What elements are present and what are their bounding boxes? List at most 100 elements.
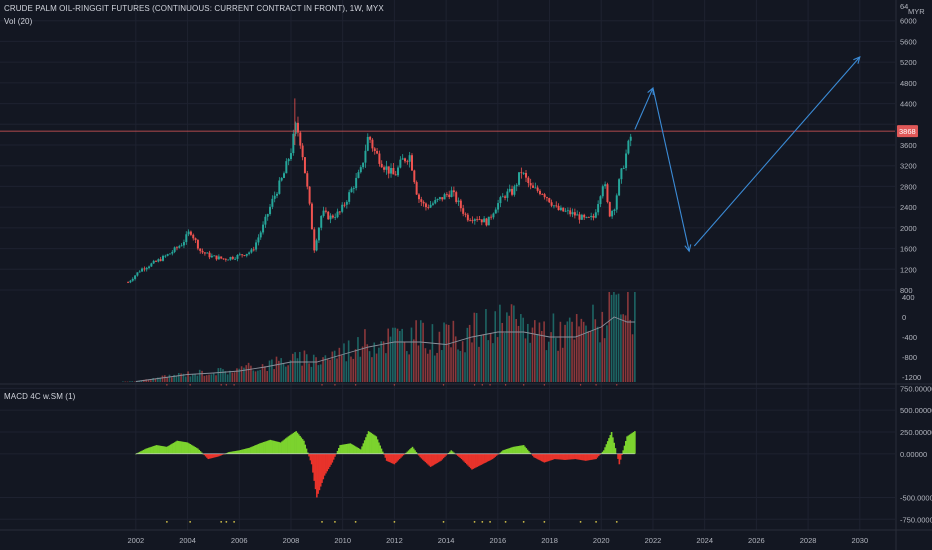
macd-bar <box>535 453 538 459</box>
macd-bar <box>475 453 477 468</box>
macd-bar <box>294 432 296 454</box>
candle-body <box>462 208 465 214</box>
candle-body <box>159 259 162 261</box>
price-candles[interactable] <box>127 98 632 284</box>
macd-bar <box>365 437 367 454</box>
macd-axis[interactable]: 750.00000 500.00000 250.00000 0.00000 -500.0… <box>900 384 932 524</box>
macd-bar <box>179 441 181 454</box>
macd-bar <box>565 453 568 460</box>
candle-body <box>168 253 171 255</box>
forecast-arrow-line[interactable] <box>634 87 654 130</box>
volume-bar <box>252 370 255 382</box>
macd-bar <box>605 444 608 454</box>
macd-bar <box>270 440 273 454</box>
macd-bar <box>367 431 370 454</box>
volume-bar <box>236 368 238 382</box>
candle-body <box>478 219 481 221</box>
macd-bar <box>415 452 418 454</box>
macd-bar <box>316 453 318 498</box>
macd-bar <box>584 453 587 461</box>
candle-body <box>380 163 383 168</box>
macd-bar <box>592 453 595 460</box>
candle-body <box>483 218 486 223</box>
forecast-arrow-line[interactable] <box>652 87 690 252</box>
volume-bar <box>447 324 450 382</box>
volume-bar <box>617 293 620 382</box>
macd-bar <box>597 453 600 457</box>
macd-signal-dot <box>442 520 445 523</box>
macd-bar <box>561 453 564 460</box>
macd-bar <box>210 453 212 459</box>
volume-bar <box>399 330 401 382</box>
candle-body <box>476 219 479 221</box>
volume-bar <box>203 375 206 382</box>
macd-bar <box>433 453 436 465</box>
macd-bar <box>562 453 565 460</box>
macd-bar <box>204 453 207 457</box>
candle-body <box>194 238 197 241</box>
candle-body <box>611 210 614 217</box>
volume-bar <box>585 325 587 382</box>
macd-bar <box>411 446 414 454</box>
macd-bar <box>467 453 469 466</box>
macd-bar <box>525 448 528 454</box>
candle-body <box>578 214 581 220</box>
forecast-arrow-line[interactable] <box>693 56 861 247</box>
macd-bar <box>543 453 546 463</box>
macd-bar <box>398 453 401 460</box>
macd-bar <box>618 453 621 465</box>
macd-bar <box>610 432 613 454</box>
macd-bar <box>478 453 481 466</box>
macd-bar <box>438 453 441 462</box>
candle-body <box>294 122 297 134</box>
macd-bar <box>162 446 164 454</box>
candle-body <box>629 136 632 141</box>
volume-bar <box>350 356 352 382</box>
macd-tick-label: -500.00000 <box>900 493 932 502</box>
macd-bar <box>537 453 539 460</box>
macd-bar <box>253 445 256 454</box>
macd-signal-dot <box>595 384 597 386</box>
macd-signal-dot <box>220 384 222 386</box>
volume-bar <box>208 374 210 382</box>
time-axis[interactable]: 2002 2004 2006 2008 2010 2012 2014 2016 2018 2020… <box>128 536 869 545</box>
macd-bar <box>583 453 586 461</box>
volume-bar <box>466 327 469 382</box>
macd-bar <box>378 442 380 454</box>
current-price-label: 3868 <box>899 127 916 136</box>
candle-body <box>143 268 146 270</box>
candle-body <box>599 196 602 205</box>
volume-bar <box>385 353 387 382</box>
candle-body <box>499 197 502 204</box>
macd-bar <box>225 453 228 454</box>
volume-axis[interactable]: 400 0 -400 -800 -1200 <box>902 293 921 382</box>
candle-body <box>129 280 132 283</box>
volume-bar <box>622 314 625 382</box>
macd-bar <box>569 453 572 460</box>
macd-tick-label: 0.00000 <box>900 450 927 459</box>
macd-indicator-label[interactable]: MACD 4C w.SM (1) <box>4 392 76 401</box>
volume-bar <box>194 373 196 382</box>
macd-signal-dot <box>481 520 484 523</box>
volume-indicator-label[interactable]: Vol (20) <box>4 17 33 26</box>
macd-bar <box>621 453 623 455</box>
candle-body <box>585 217 588 218</box>
macd-bar <box>596 453 599 458</box>
macd-bar <box>275 441 278 454</box>
macd-bar <box>308 453 310 457</box>
volume-bar <box>233 372 236 382</box>
volume-bar <box>271 359 273 382</box>
macd-histogram[interactable] <box>135 431 636 498</box>
volume-bar <box>461 341 464 382</box>
current-price-badge <box>897 125 918 138</box>
volume-bar <box>403 341 406 382</box>
volume-bar <box>580 318 583 382</box>
volume-bar <box>312 354 315 382</box>
macd-signal-dot <box>233 384 235 386</box>
price-axis[interactable]: 800 1200 1600 2000 2400 2800 3200 3600 4400 4800 5… <box>900 2 925 295</box>
forecast-arrows[interactable] <box>634 56 861 253</box>
macd-bar <box>150 446 153 454</box>
volume-bars[interactable] <box>122 292 636 383</box>
macd-bar <box>463 453 466 462</box>
